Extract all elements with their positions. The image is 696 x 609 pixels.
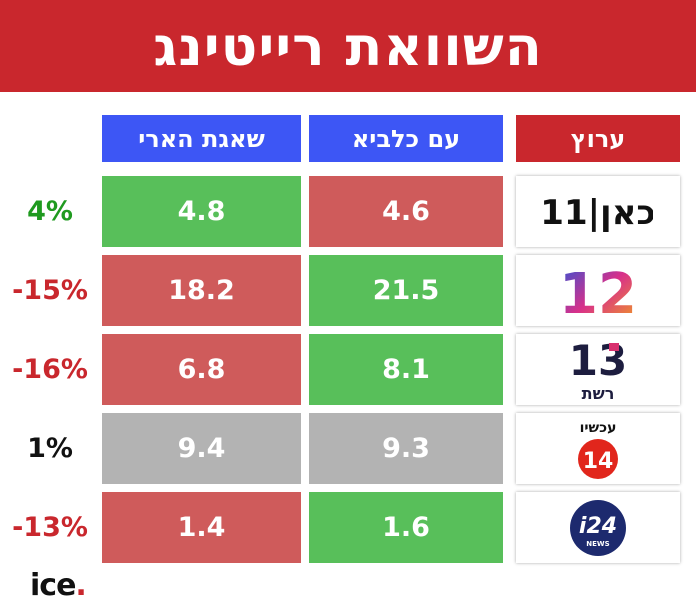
channel14-logo-graphic: עכשיו 14 [578, 420, 618, 479]
kan11-logo-graphic: כאן|11 [543, 193, 653, 232]
channel14-now-icon: עכשיו 14 [516, 413, 680, 484]
channel12-logo-graphic: 12 [563, 262, 633, 321]
header-channel: ערוץ [516, 115, 680, 162]
i24news-icon: i24 NEWS [516, 492, 680, 563]
i24-sub: NEWS [586, 540, 609, 548]
am-kelavi-value: 21.5 [309, 255, 503, 326]
shaagat-haari-value: 9.4 [102, 413, 301, 484]
am-kelavi-value: 9.3 [309, 413, 503, 484]
change-value: -13% [12, 512, 88, 543]
kan11-icon: כאן|11 [516, 176, 680, 247]
change-value: 4% [27, 196, 73, 227]
ice-logo-text: ice [30, 568, 76, 603]
channel13-name: רשת [582, 384, 615, 403]
i24-logo-graphic: i24 NEWS [570, 499, 626, 556]
am-kelavi-value: 8.1 [309, 334, 503, 405]
channel12-text: 12 [563, 262, 633, 321]
shaagat-haari-value: 18.2 [102, 255, 301, 326]
am-kelavi-value: 1.6 [309, 492, 503, 563]
shaagat-haari-value: 1.4 [102, 492, 301, 563]
ice-logo-dot: . [75, 568, 86, 603]
page-title: השוואת רייטינג [153, 14, 543, 78]
channel12-icon: 12 [516, 255, 680, 326]
channel13-logo-graphic: 13 רשת [569, 337, 627, 403]
title-banner: השוואת רייטינג [0, 0, 696, 92]
change-value: -16% [12, 354, 88, 385]
header-shaagat-haari: שאגת הארי [102, 115, 301, 162]
shaagat-haari-value: 6.8 [102, 334, 301, 405]
header-am-kelavi: עם כלביא [309, 115, 503, 162]
channel13-reshet-icon: 13 רשת [516, 334, 680, 405]
change-value: -15% [12, 275, 88, 306]
channel14-number: 14 [583, 449, 614, 474]
kan11-text: כאן|11 [543, 193, 653, 232]
channel14-name: עכשיו [580, 420, 617, 436]
change-value: 1% [27, 433, 73, 464]
am-kelavi-value: 4.6 [309, 176, 503, 247]
shaagat-haari-value: 4.8 [102, 176, 301, 247]
i24-text: i24 [579, 514, 617, 539]
ice-logo: ice. [30, 568, 87, 603]
